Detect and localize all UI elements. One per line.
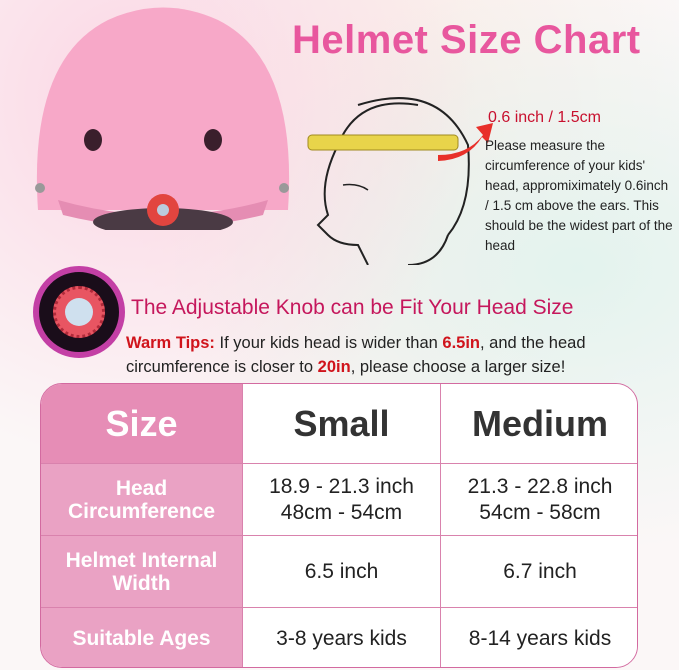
measure-distance: 0.6 inch / 1.5cm [488,109,601,126]
knob-caption: The Adjustable Knob can be Fit Your Head… [131,296,574,319]
tips-text: , and the head circumference is closer t… [126,334,586,376]
row-label-text: Helmet Internal Width [65,548,218,595]
table-cell: 6.7 inch [441,536,637,608]
cell-text: 54cm - 58cm [479,500,601,524]
helmet-image [35,7,290,230]
header-small: Small [243,384,441,464]
table-cell: 3-8 years kids [243,608,441,667]
warm-tips: Warm Tips: If your kids head is wider th… [126,331,676,379]
table-cell: 18.9 - 21.3 inch 48cm - 54cm [243,464,441,536]
table-cell: 8-14 years kids [441,608,637,667]
table-cell: 21.3 - 22.8 inch 54cm - 58cm [441,464,637,536]
row-label: Head Circumference [41,464,243,536]
tips-text: , please choose a larger size! [350,358,566,376]
cell-text: 18.9 - 21.3 inch [269,474,414,498]
measure-description: Please measure the circumference of your… [485,138,673,253]
table-cell: 6.5 inch [243,536,441,608]
tips-label: Warm Tips: [126,334,215,352]
tips-value: 6.5in [442,334,480,352]
knob-image [33,266,125,358]
header-medium: Medium [441,384,637,464]
cell-text: 48cm - 54cm [280,500,403,524]
row-label-text: Head Circumference [67,476,216,523]
size-table: Size Small Medium Head Circumference 18.… [40,383,638,668]
head-measurement-illustration [307,97,493,265]
tips-value: 20in [317,358,351,376]
cell-text: 21.3 - 22.8 inch [467,474,613,498]
row-label: Helmet Internal Width [41,536,243,608]
page-title: Helmet Size Chart [292,18,641,62]
row-label: Suitable Ages [41,608,243,667]
tips-text: If your kids head is wider than [214,334,443,352]
header-size: Size [41,384,243,464]
